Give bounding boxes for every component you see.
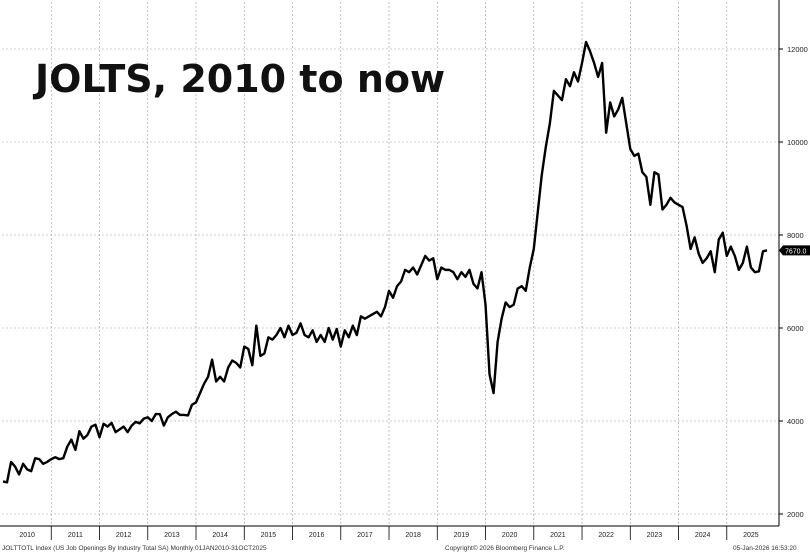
y-tick-label: 2000 [787,510,804,519]
x-tick-label: 2019 [454,532,470,539]
x-tick-label: 2025 [743,532,759,539]
chart-title: JOLTS, 2010 to now [32,57,445,101]
x-tick-label: 2018 [405,532,421,539]
footer-timestamp: 05-Jan-2026 16:53:20 [733,545,797,552]
x-tick-label: 2011 [68,532,83,539]
last-value-text: 7670.0 [785,248,807,255]
x-tick-label: 2016 [309,532,325,539]
y-tick-label: 10000 [787,138,808,147]
x-tick-label: 2021 [550,532,566,539]
x-tick-label: 2014 [212,532,228,539]
y-tick-label: 12000 [787,45,808,54]
footer-source: JOLTTOTL Index (US Job Openings By Indus… [2,545,267,552]
y-tick-label: 8000 [787,231,804,240]
x-tick-label: 2024 [695,532,711,539]
footer-copyright: Copyright© 2026 Bloomberg Finance L.P. [445,545,565,552]
y-tick-label: 4000 [787,417,804,426]
last-value-label: 7670.0 [779,245,810,256]
last-value-badge [779,245,810,256]
series-line-jolts [2,40,768,484]
x-axis-ticks: 2010 2011 2012 2013 2014 2015 2016 2017 2018 2019… [19,526,759,540]
x-tick-label: 2020 [502,532,518,539]
x-tick-label: 2013 [164,532,180,539]
y-axis-ticks: 2000 4000 6000 8000 10000 12000 [779,45,808,519]
x-tick-label: 2012 [116,532,132,539]
x-tick-label: 2017 [357,532,373,539]
x-tick-label: 2022 [598,532,614,539]
x-tick-label: 2015 [261,532,277,539]
y-tick-label: 6000 [787,324,804,333]
gridlines [2,2,779,526]
x-tick-label: 2010 [19,532,35,539]
plot-area [2,2,779,526]
x-tick-label: 2023 [647,532,663,539]
